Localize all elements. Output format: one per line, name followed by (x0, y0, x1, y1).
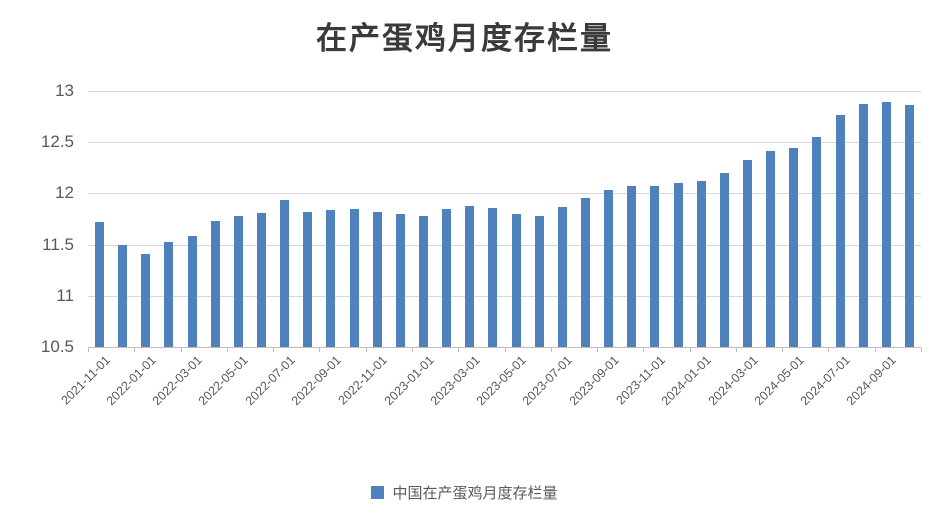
bar (580, 197, 590, 347)
bar (257, 212, 267, 347)
y-axis-tick-label: 13 (55, 81, 74, 100)
x-axis-tick-mark (458, 348, 460, 352)
bar (118, 244, 128, 347)
bar (465, 205, 475, 347)
x-axis-tick-mark (134, 348, 136, 352)
x-axis-tick-mark (365, 348, 367, 352)
gridline (88, 295, 921, 297)
bar (742, 159, 752, 347)
bar (164, 241, 174, 347)
x-axis-tick-label: 2023-09-01 (566, 353, 622, 409)
bar (488, 207, 498, 347)
bar (187, 236, 197, 347)
x-axis-tick-label: 2023-07-01 (520, 353, 576, 409)
bar (696, 181, 706, 347)
bar (395, 213, 405, 347)
legend-swatch-icon (371, 486, 385, 499)
x-axis-tick-label: 2024-09-01 (844, 353, 900, 409)
x-axis-tick-label: 2023-01-01 (381, 353, 437, 409)
chart-title: 在产蛋鸡月度存栏量 (316, 21, 613, 56)
bar (419, 215, 428, 347)
x-axis-tick-mark (273, 348, 275, 352)
bar (326, 209, 336, 347)
bar (627, 186, 637, 347)
bar (442, 208, 452, 347)
bar (557, 206, 567, 347)
bar (511, 213, 521, 347)
bar (835, 114, 845, 347)
bar (650, 186, 660, 347)
x-axis-tick-mark (735, 348, 737, 352)
legend: 中国在产蛋鸡月度存栏量 (0, 482, 929, 503)
bar (858, 104, 868, 347)
x-axis-tick-mark (874, 348, 876, 352)
y-axis-tick-label: 12 (55, 183, 74, 203)
x-axis-tick-mark (643, 348, 645, 352)
bar (534, 215, 544, 347)
x-axis-tick-mark (504, 348, 506, 352)
legend-label: 中国在产蛋鸡月度存栏量 (392, 485, 558, 502)
bar (904, 105, 914, 347)
x-axis-tick-mark (88, 348, 89, 352)
x-axis-tick-mark (782, 348, 784, 352)
x-axis-tick-mark (828, 348, 830, 352)
x-axis-tick-mark (921, 348, 922, 352)
x-axis-tick-label: 2022-07-01 (242, 353, 298, 409)
bar (372, 211, 382, 347)
bar (766, 151, 776, 347)
x-axis-tick-label: 2022-05-01 (196, 353, 252, 409)
x-axis-tick-mark (319, 348, 321, 352)
bar (303, 211, 313, 347)
y-axis-tick-label: 11 (56, 285, 74, 305)
gridline (88, 244, 921, 246)
gridline (88, 142, 921, 144)
x-axis-tick-mark (180, 348, 182, 352)
gridline (88, 91, 921, 92)
x-axis-tick-mark (226, 348, 228, 352)
x-axis-tick-mark (597, 348, 599, 352)
x-axis-tick-mark (689, 348, 691, 352)
x-axis-tick-mark (550, 348, 552, 352)
bar (141, 253, 151, 347)
bar (233, 215, 243, 347)
bar (349, 208, 359, 347)
bar (789, 148, 799, 347)
plot-area (88, 91, 922, 352)
bar (812, 137, 822, 347)
bar (280, 199, 290, 347)
x-axis-tick-label: 2024-03-01 (705, 353, 761, 409)
y-axis-tick-label: 10.5 (40, 337, 74, 356)
bar (210, 221, 220, 347)
bar (673, 183, 683, 347)
bar (719, 172, 729, 347)
x-axis-tick-mark (411, 348, 413, 352)
bar (604, 190, 614, 347)
y-axis-tick-label: 12.5 (40, 132, 74, 152)
bar (881, 102, 891, 347)
bar (95, 222, 105, 347)
x-axis-line (88, 347, 921, 348)
y-axis-tick-label: 11.5 (42, 234, 74, 254)
gridline (88, 193, 921, 195)
